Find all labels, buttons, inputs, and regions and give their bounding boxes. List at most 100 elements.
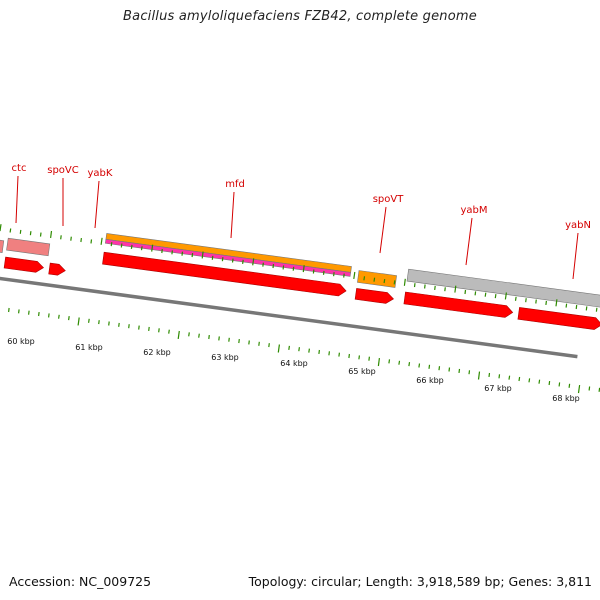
tick-mark-upper	[413, 283, 416, 288]
kbp-label: 60 kbp	[7, 337, 35, 346]
tick-mark-upper	[393, 280, 396, 285]
tick-mark-upper	[19, 229, 22, 234]
tick-mark-lower	[8, 307, 10, 313]
feature-spoVC	[6, 237, 51, 257]
tick-mark-lower	[277, 344, 280, 353]
callout-line-ctc	[15, 175, 19, 224]
tick-mark-lower	[338, 352, 340, 357]
kbp-label: 67 kbp	[484, 384, 512, 393]
backbone-line	[0, 276, 578, 359]
tick-mark-lower	[268, 343, 270, 348]
cds-arrow-yabN	[517, 307, 600, 330]
tick-mark-lower	[318, 349, 320, 354]
tick-mark-upper	[545, 300, 547, 305]
tick-mark-upper	[555, 299, 558, 307]
gene-label-spoVC: spoVC	[47, 165, 79, 176]
tick-mark-lower	[477, 371, 481, 380]
tick-mark-lower	[228, 337, 230, 342]
tick-mark-upper	[272, 263, 275, 269]
feature-bands	[0, 233, 600, 359]
tick-mark-lower	[558, 382, 561, 387]
tick-mark-upper	[171, 250, 173, 255]
tick-mark-lower	[448, 367, 451, 372]
tick-mark-upper	[363, 276, 366, 281]
gene-label-spoVT: spoVT	[373, 194, 405, 205]
tick-mark-upper	[514, 296, 517, 301]
tick-mark-lower	[398, 360, 401, 365]
tick-mark-lower	[98, 320, 100, 325]
tick-mark-upper	[39, 232, 42, 237]
kbp-label: 66 kbp	[416, 376, 444, 385]
tick-mark-upper	[201, 251, 204, 259]
tick-mark-lower	[368, 356, 370, 361]
tick-mark-upper	[282, 265, 285, 270]
tick-mark-lower	[538, 379, 541, 384]
tick-mark-lower	[138, 325, 140, 330]
tick-mark-upper	[120, 243, 123, 248]
tick-mark-upper	[535, 299, 537, 304]
tick-mark-upper	[333, 272, 335, 277]
tick-mark-upper	[90, 239, 93, 244]
tick-mark-lower	[38, 312, 40, 317]
tick-mark-lower	[438, 366, 441, 371]
accession-text: Accession: NC_009725	[9, 574, 152, 589]
tick-mark-upper	[585, 306, 588, 311]
tick-mark-upper	[464, 289, 467, 295]
tick-mark-upper	[50, 230, 53, 238]
tick-mark-upper	[221, 257, 224, 262]
tick-mark-lower	[548, 381, 551, 386]
tick-mark-lower	[58, 314, 60, 319]
tick-mark-lower	[488, 372, 491, 377]
tick-mark-lower	[68, 316, 70, 321]
tick-mark-upper	[130, 244, 133, 249]
tick-mark-lower	[308, 348, 310, 353]
tick-mark-upper	[211, 255, 214, 260]
tick-mark-upper	[9, 228, 12, 233]
tick-mark-upper	[595, 307, 598, 312]
gene-label-ctc: ctc	[12, 163, 27, 174]
callout-line-yabK	[94, 180, 100, 229]
callout-line-spoVT	[379, 206, 387, 254]
tick-mark-upper	[161, 248, 163, 254]
tick-mark-upper	[60, 235, 62, 240]
tick-mark-upper	[29, 231, 32, 236]
tick-mark-upper	[565, 303, 568, 308]
tick-mark-lower	[468, 370, 471, 375]
tick-mark-upper	[110, 242, 113, 247]
tick-mark-lower	[348, 353, 350, 359]
tick-mark-lower	[218, 336, 220, 341]
tick-mark-lower	[498, 374, 501, 379]
cds-arrows	[3, 251, 600, 330]
tick-mark-upper	[403, 278, 406, 286]
tick-mark-lower	[77, 317, 80, 326]
tick-mark-lower	[528, 378, 531, 383]
tick-mark-lower	[108, 321, 110, 326]
tick-mark-lower	[328, 351, 330, 356]
tick-mark-upper	[494, 294, 497, 299]
cds-arrow-yabK	[48, 262, 66, 276]
genome-summary: Topology: circular; Length: 3,918,589 bp…	[248, 574, 592, 589]
cds-arrow-spoVC	[3, 256, 44, 273]
cds-arrow-yabM	[403, 291, 514, 318]
tick-mark-upper	[444, 287, 446, 292]
tick-mark-lower	[238, 339, 240, 344]
gene-label-yabM: yabM	[460, 205, 487, 216]
tick-mark-upper	[191, 253, 194, 258]
tick-mark-upper	[383, 279, 386, 284]
tick-mark-upper	[231, 258, 234, 263]
tick-mark-lower	[298, 347, 300, 352]
callout-line-yabM	[465, 217, 473, 266]
tick-mark-upper	[424, 284, 426, 289]
tick-mark-lower	[18, 309, 20, 314]
tick-mark-upper	[0, 224, 2, 232]
tick-mark-upper	[454, 285, 457, 293]
tick-mark-lower	[518, 376, 521, 382]
tick-mark-lower	[577, 385, 581, 394]
tick-mark-lower	[408, 362, 411, 367]
tick-mark-upper	[302, 265, 305, 273]
gene-label-mfd: mfd	[225, 179, 245, 190]
tick-mark-upper	[262, 262, 264, 267]
tick-mark-lower	[28, 310, 30, 315]
tick-mark-lower	[208, 335, 210, 340]
